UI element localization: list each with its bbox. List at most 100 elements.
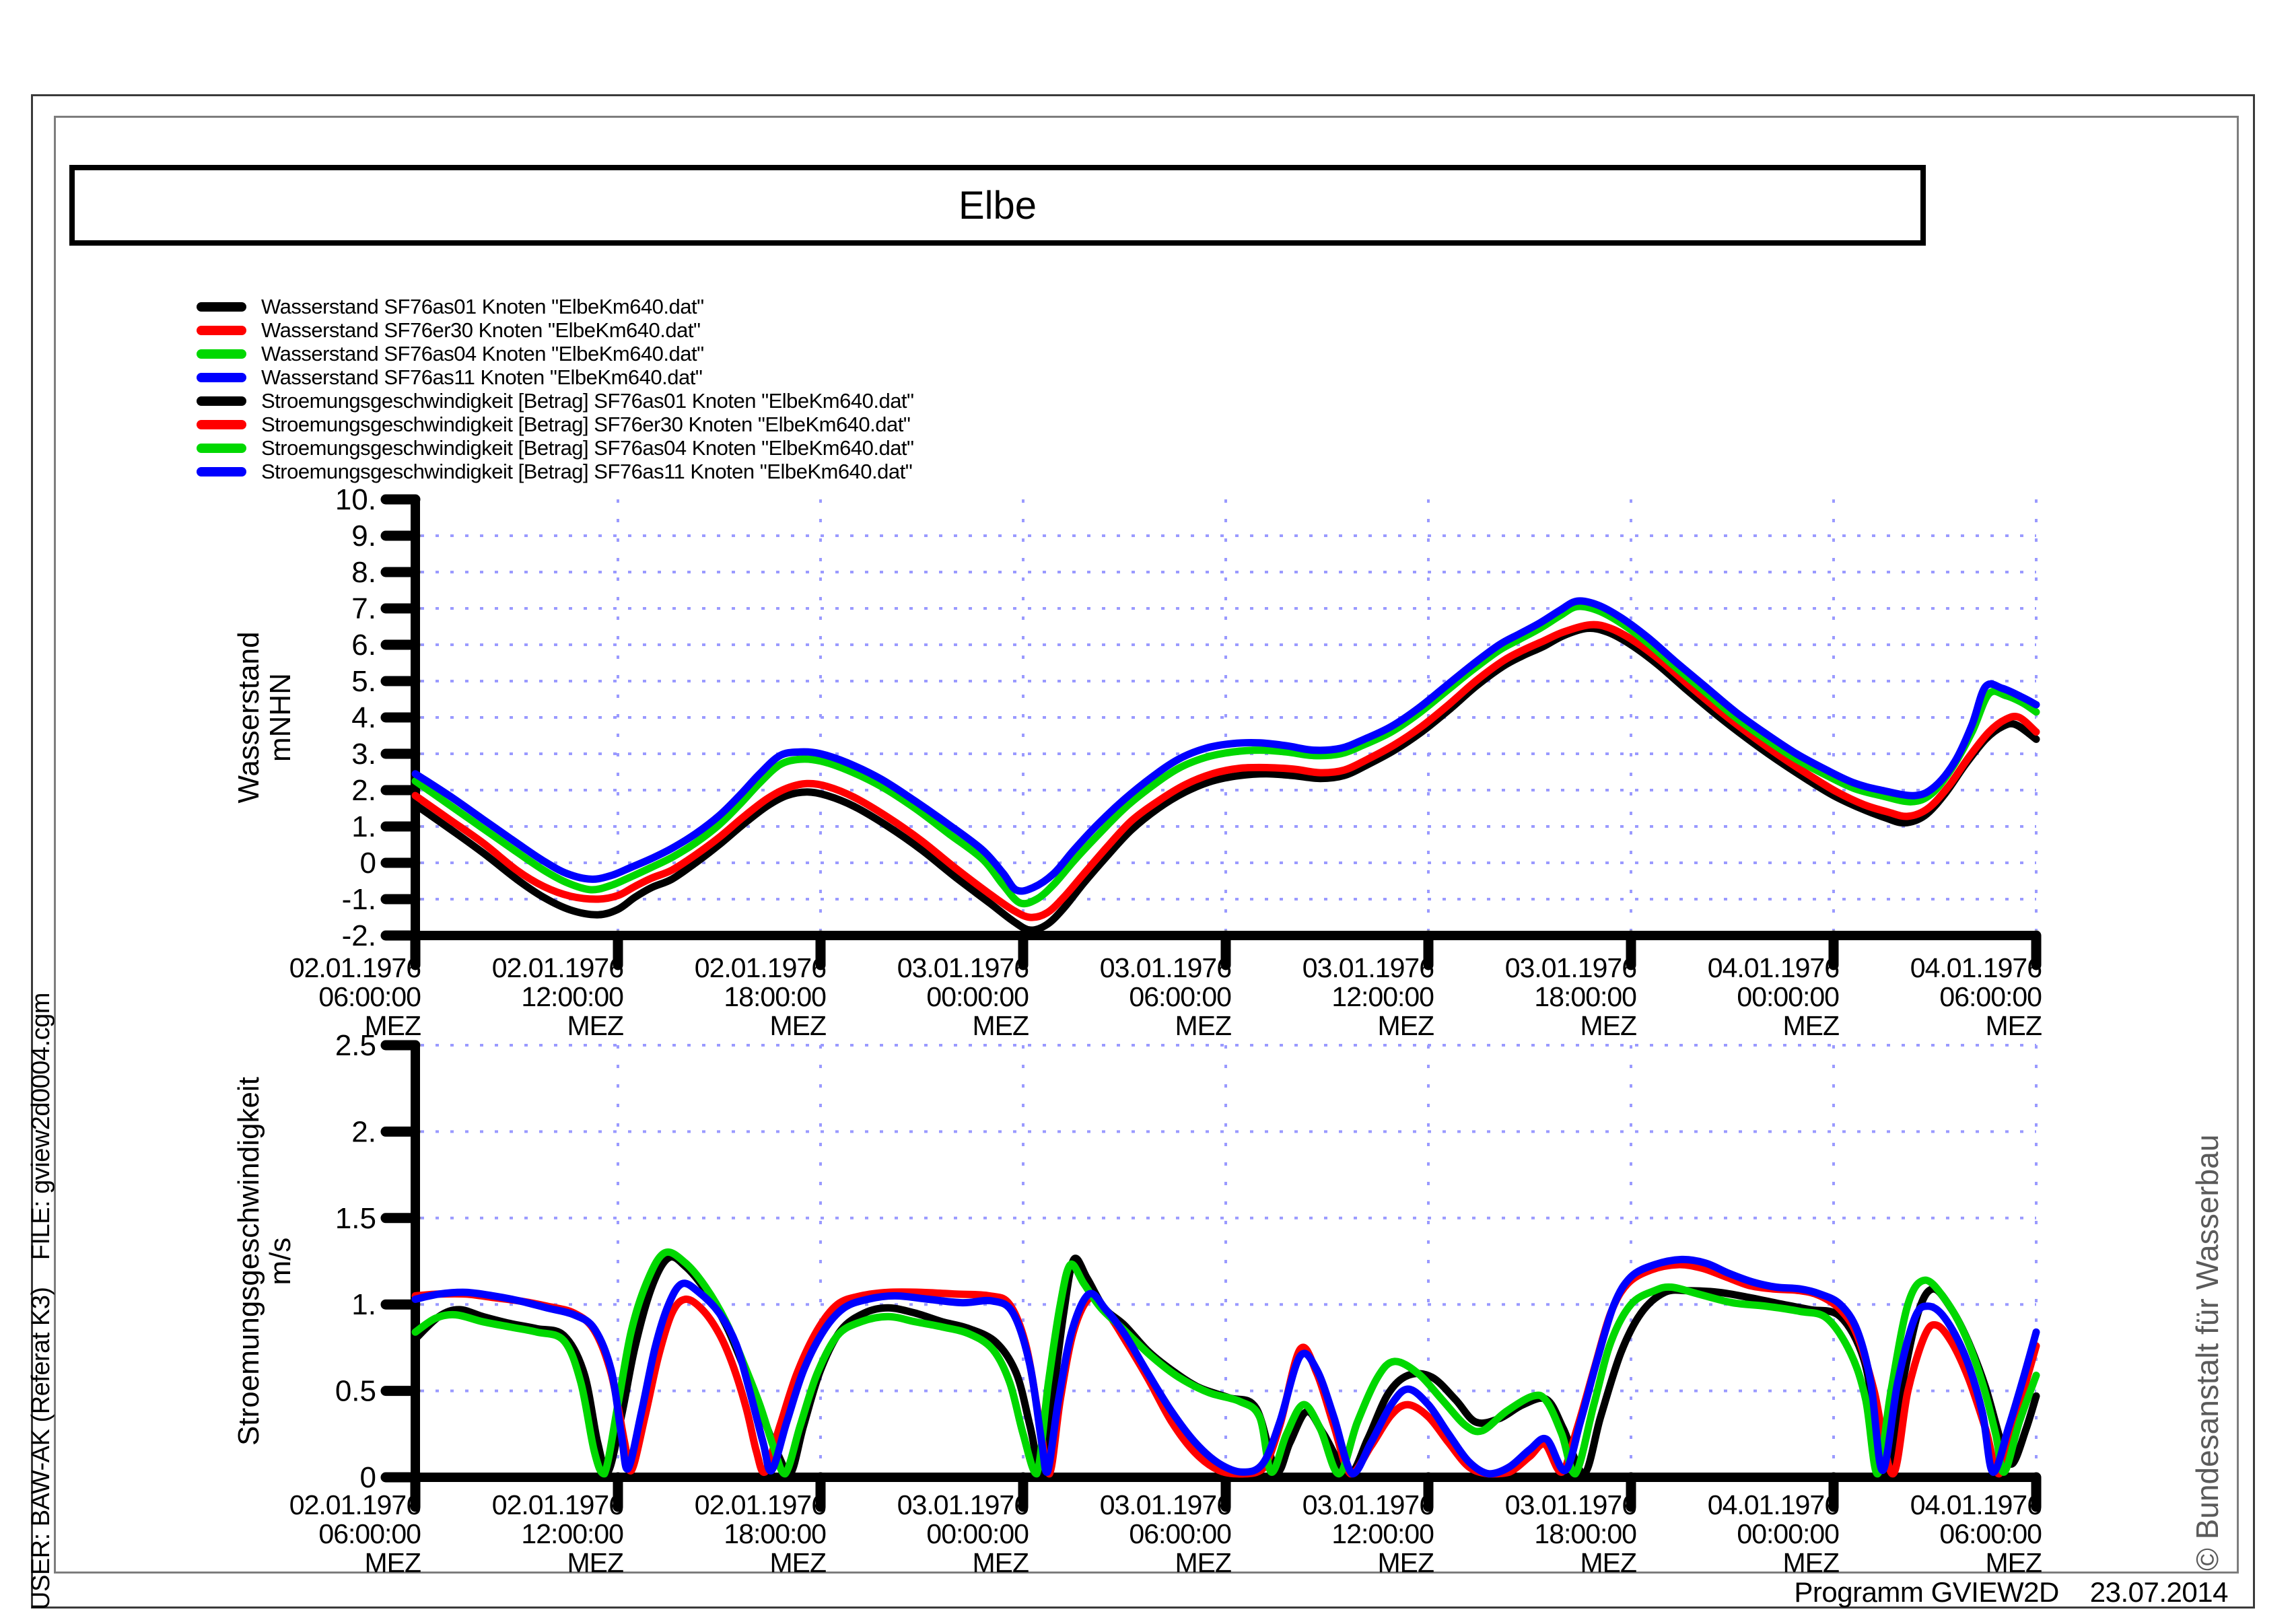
x-tick-label: 02.01.1976 (289, 1489, 421, 1520)
y-tick-label: 5. (351, 665, 376, 698)
y-tick-label: 0 (360, 847, 376, 880)
legend-item: Wasserstand SF76er30 Knoten "ElbeKm640.d… (197, 318, 914, 342)
legend-label: Wasserstand SF76as01 Knoten "ElbeKm640.d… (261, 294, 704, 318)
title-box: Elbe (69, 165, 1926, 246)
x-tick-label: 12:00:00 (1331, 1518, 1434, 1549)
stroemungsgeschwindigkeit-chart: 2.52.1.51.0.5002.01.197606:00:00MEZ02.01… (232, 1029, 2042, 1578)
x-tick-label: MEZ (364, 1547, 421, 1578)
page-title: Elbe (958, 183, 1037, 227)
legend-swatch-green (197, 349, 246, 359)
series-blue (411, 597, 2040, 895)
legend-label: Wasserstand SF76as04 Knoten "ElbeKm640.d… (261, 341, 704, 365)
x-tick-label: 02.01.1976 (695, 1489, 826, 1520)
x-tick-label: 06:00:00 (318, 1518, 421, 1549)
series-red (411, 1261, 2040, 1478)
legend-swatch-red (197, 419, 246, 429)
x-tick-label: 03.01.1976 (1100, 1489, 1231, 1520)
x-tick-label: MEZ (1175, 1547, 1231, 1578)
y-tick-label: 8. (351, 556, 376, 589)
legend-item: Wasserstand SF76as11 Knoten "ElbeKm640.d… (197, 365, 914, 389)
y-axis-title: Stroemungsgeschwindigkeit (232, 1077, 265, 1446)
legend-label: Stroemungsgeschwindigkeit [Betrag] SF76e… (261, 412, 911, 436)
series-green (411, 1248, 2040, 1478)
y-tick-label: 9. (351, 520, 376, 553)
x-tick-label: 18:00:00 (1534, 1518, 1636, 1549)
y-tick-label: 2.5 (335, 1029, 376, 1062)
y-tick-label: 2. (351, 1115, 376, 1148)
x-tick-label: MEZ (769, 1010, 826, 1041)
x-tick-label: MEZ (1377, 1547, 1434, 1578)
y-axis-title: mNHN (264, 673, 297, 762)
x-tick-label: 06:00:00 (1129, 1518, 1231, 1549)
wasserstand-chart: 10.9.8.7.6.5.4.3.2.1.0-1.-2.02.01.197606… (232, 483, 2042, 1041)
footer: Programm GVIEW2D 23.07.2014 (0, 1576, 2228, 1609)
footer-date: 23.07.2014 (2089, 1576, 2229, 1608)
y-tick-label: 1. (351, 810, 376, 843)
y-axis-title: Wasserstand (232, 631, 265, 803)
x-tick-label: MEZ (567, 1547, 623, 1578)
x-tick-label: 03.01.1976 (1100, 952, 1231, 983)
copyright-vertical-text: © Bundesanstalt für Wasserbau (2190, 1134, 2225, 1571)
x-tick-label: MEZ (1580, 1010, 1636, 1041)
y-tick-label: -2. (342, 919, 376, 952)
legend-swatch-red (197, 325, 246, 335)
outer-page-frame (31, 94, 2255, 1609)
x-tick-label: 12:00:00 (521, 1518, 623, 1549)
legend-swatch-blue (197, 372, 246, 382)
legend-item: Stroemungsgeschwindigkeit [Betrag] SF76a… (197, 436, 914, 460)
series-green (411, 602, 2040, 908)
y-tick-label: 1. (351, 1288, 376, 1321)
x-tick-label: 00:00:00 (1737, 1518, 1839, 1549)
y-tick-label: 2. (351, 774, 376, 807)
x-tick-label: 06:00:00 (1939, 981, 2042, 1012)
x-tick-label: 18:00:00 (724, 981, 826, 1012)
x-tick-label: MEZ (1782, 1010, 1839, 1041)
user-file-vertical-text: USER: BAW-AK (Referat K3) FILE: gview2d0… (27, 993, 55, 1610)
x-tick-label: 18:00:00 (1534, 981, 1636, 1012)
legend-swatch-black (197, 396, 246, 406)
legend-swatch-green (197, 443, 246, 453)
legend-swatch-blue (197, 466, 246, 476)
series-blue (411, 1255, 2040, 1478)
legend-label: Stroemungsgeschwindigkeit [Betrag] SF76a… (261, 388, 914, 413)
legend-item: Stroemungsgeschwindigkeit [Betrag] SF76a… (197, 460, 914, 483)
y-tick-label: 1.5 (335, 1202, 376, 1235)
x-tick-label: 02.01.1976 (695, 952, 826, 983)
x-tick-label: MEZ (1985, 1010, 2042, 1041)
legend-label: Stroemungsgeschwindigkeit [Betrag] SF76a… (261, 435, 914, 460)
series-black (411, 625, 2040, 934)
x-tick-label: 03.01.1976 (897, 1489, 1029, 1520)
x-tick-label: 00:00:00 (926, 981, 1029, 1012)
x-tick-label: 06:00:00 (1129, 981, 1231, 1012)
x-tick-label: MEZ (972, 1010, 1029, 1041)
x-tick-label: MEZ (1377, 1010, 1434, 1041)
legend-label: Wasserstand SF76as11 Knoten "ElbeKm640.d… (261, 365, 703, 389)
legend-label: Wasserstand SF76er30 Knoten "ElbeKm640.d… (261, 318, 701, 342)
x-tick-label: MEZ (1580, 1547, 1636, 1578)
y-tick-label: 4. (351, 701, 376, 734)
x-tick-label: 03.01.1976 (1302, 952, 1434, 983)
x-tick-label: 03.01.1976 (1505, 1489, 1636, 1520)
x-tick-label: MEZ (364, 1010, 421, 1041)
legend-swatch-black (197, 302, 246, 312)
x-tick-label: MEZ (1175, 1010, 1231, 1041)
y-tick-label: 0.5 (335, 1375, 376, 1408)
y-tick-label: 10. (335, 483, 376, 516)
x-tick-label: 00:00:00 (926, 1518, 1029, 1549)
x-tick-label: 04.01.1976 (1910, 1489, 2042, 1520)
legend-item: Stroemungsgeschwindigkeit [Betrag] SF76e… (197, 413, 914, 436)
x-tick-label: 02.01.1976 (492, 952, 623, 983)
series-red (411, 621, 2040, 921)
x-tick-label: 03.01.1976 (1302, 1489, 1434, 1520)
inner-page-frame (54, 116, 2239, 1574)
footer-program: Programm GVIEW2D (1794, 1576, 2059, 1608)
legend-item: Wasserstand SF76as04 Knoten "ElbeKm640.d… (197, 342, 914, 365)
x-tick-label: 06:00:00 (1939, 1518, 2042, 1549)
x-tick-label: 03.01.1976 (1505, 952, 1636, 983)
x-tick-label: 12:00:00 (1331, 981, 1434, 1012)
x-tick-label: 04.01.1976 (1708, 952, 1839, 983)
x-tick-label: 02.01.1976 (289, 952, 421, 983)
y-tick-label: -1. (342, 883, 376, 916)
